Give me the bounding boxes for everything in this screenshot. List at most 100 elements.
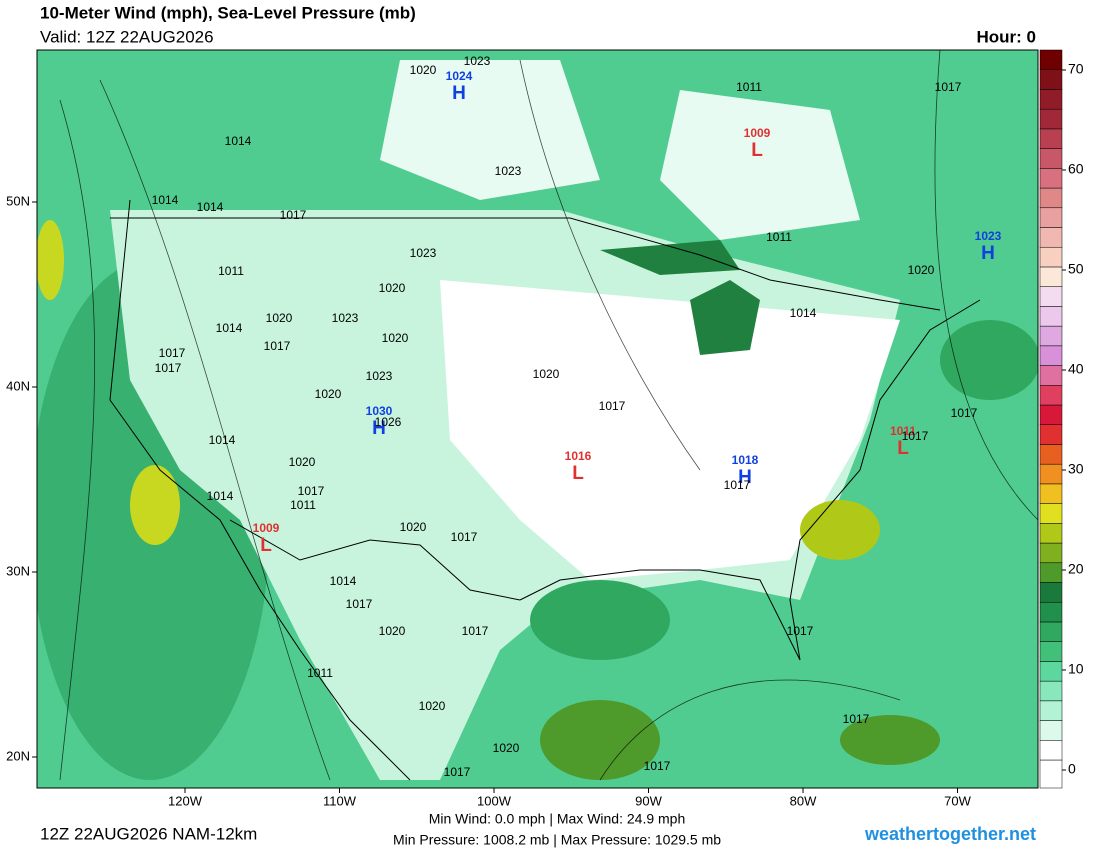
isobar-label: 1017 [346, 597, 373, 611]
lat-label: 20N [6, 748, 30, 763]
pressure-stats: Min Pressure: 1008.2 mb | Max Pressure: … [393, 832, 721, 848]
colorbar-box [1039, 325, 1063, 347]
colorbar: 0 10 20 30 40 50 60 70 [1039, 49, 1084, 789]
colorbar-box [1039, 601, 1063, 623]
isobar-label: 1020 [289, 455, 316, 469]
isobar-label: 1017 [159, 346, 186, 360]
colorbar-box [1039, 582, 1063, 603]
colorbar-box [1039, 187, 1063, 209]
colorbar-label: 10 [1068, 661, 1084, 677]
isobar-label: 1017 [951, 406, 978, 420]
isobar-label: 1017 [599, 399, 626, 413]
calm-area [660, 90, 860, 240]
center-letter: L [897, 438, 909, 459]
gulf-field [530, 580, 670, 660]
isobar-label: 1011 [290, 498, 316, 512]
ocean-field [840, 715, 940, 765]
colorbar-box [1039, 661, 1063, 682]
isobar-label: 1023 [366, 369, 393, 383]
isobar-label: 1020 [419, 699, 446, 713]
isobar-label: 1017 [155, 361, 182, 375]
colorbar-box [1039, 562, 1063, 583]
colorbar-box [1039, 266, 1063, 287]
colorbar-label: 70 [1068, 61, 1084, 77]
lat-label: 50N [6, 193, 30, 208]
isobar-label: 1014 [216, 321, 243, 335]
isobar-label: 1017 [902, 429, 929, 443]
isobar-label: 1020 [493, 741, 520, 755]
colorbar-box [1039, 385, 1063, 406]
lat-label: 40N [6, 378, 30, 393]
isobar-label: 1020 [410, 63, 437, 77]
colorbar-box [1039, 641, 1063, 662]
isobar-label: 1011 [218, 264, 244, 278]
lake [600, 240, 740, 275]
border [229, 519, 521, 601]
site-link[interactable]: weathertogether.net [864, 824, 1036, 844]
map-frame [36, 49, 1039, 789]
colorbar-label: 20 [1068, 561, 1084, 577]
center-value: 1009 [253, 521, 280, 535]
colorbar-box [1039, 306, 1063, 327]
isobar-label: 1014 [197, 200, 224, 214]
forecast-hour: Hour: 0 [977, 27, 1037, 46]
isobar-label: 1017 [264, 339, 291, 353]
coast [519, 299, 981, 661]
colorbar-box [1039, 740, 1063, 761]
isobar-label: 1014 [209, 433, 236, 447]
title: 10-Meter Wind (mph), Sea-Level Pressure … [40, 3, 416, 22]
colorbar-box [1039, 463, 1063, 485]
lon-label: 80W [790, 793, 817, 808]
center-value: 1011 [890, 424, 916, 438]
isobar-label: 1020 [533, 367, 560, 381]
isobar-label: 1017 [280, 208, 307, 222]
wind-max [37, 220, 64, 300]
lon-label: 100W [477, 793, 512, 808]
isobar-line [599, 679, 901, 781]
center-letter: H [372, 418, 386, 439]
isobar-label: 1014 [790, 306, 817, 320]
isobar-line [99, 79, 331, 781]
isobar-label: 1014 [225, 134, 252, 148]
center-letter: L [572, 463, 584, 484]
colorbar-box [1039, 404, 1063, 425]
center-value: 1009 [744, 126, 771, 140]
colorbar-box [1039, 148, 1063, 169]
isobar-label: 1011 [736, 80, 762, 94]
isobar-label: 1017 [787, 624, 814, 638]
isobar-label: 1017 [462, 624, 489, 638]
isobar-line [934, 50, 1038, 521]
map-area: 1024H1023H1009L1030H1016L1018H1011L1009L… [37, 50, 1038, 788]
label-layer: 1024H1023H1009L1030H1016L1018H1011L1009L… [152, 54, 1002, 779]
isobar-label: 1017 [935, 80, 962, 94]
center-letter: H [981, 243, 995, 264]
colorbar-label: 30 [1068, 461, 1084, 477]
colorbar-box [1039, 523, 1063, 544]
isobar-label: 1014 [207, 489, 234, 503]
lon-label: 120W [168, 793, 203, 808]
colorbar-box [1039, 444, 1063, 465]
isobar-label: 1023 [332, 311, 359, 325]
ocean-field [940, 320, 1038, 400]
isobar-label: 1017 [843, 712, 870, 726]
isobar-lines [59, 50, 1038, 781]
colorbar-box [1039, 503, 1063, 524]
center-value: 1018 [732, 453, 759, 467]
center-value: 1023 [975, 229, 1002, 243]
colorbar-box [1039, 345, 1063, 366]
isobar-label: 1023 [410, 246, 437, 260]
lon-label: 70W [944, 793, 971, 808]
colorbar-box [1039, 680, 1063, 702]
isobar-label: 1011 [307, 666, 333, 680]
lat-label: 30N [6, 563, 30, 578]
center-value: 1016 [565, 449, 592, 463]
isobar-label: 1017 [644, 759, 671, 773]
isobar-label: 1023 [464, 54, 491, 68]
colorbar-box [1039, 365, 1063, 386]
colorbar-base [1039, 759, 1063, 789]
colorbar-box [1039, 483, 1063, 504]
colorbar-label: 40 [1068, 361, 1084, 377]
isobar-label: 1014 [152, 193, 179, 207]
